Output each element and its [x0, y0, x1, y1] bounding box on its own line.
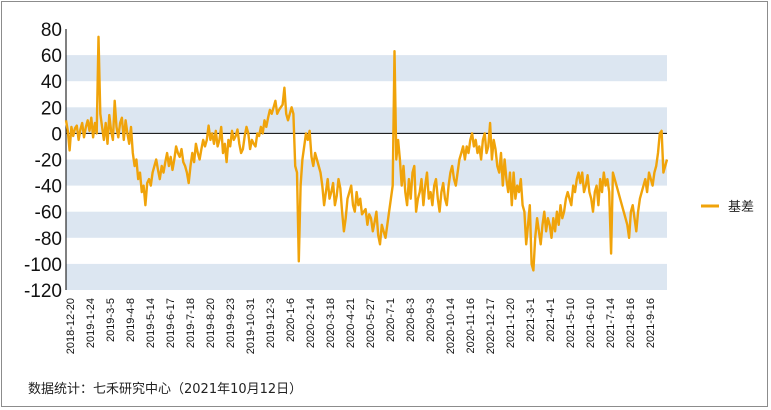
y-tick-label: -40 [35, 177, 62, 198]
x-tick-label: 2019-10-31 [245, 298, 257, 354]
x-tick-label: 2021-5-10 [565, 298, 577, 348]
x-tick-label: 2020-3-18 [325, 298, 337, 348]
y-tick-label: -20 [35, 151, 62, 172]
x-tick-label: 2020-1-6 [285, 298, 297, 342]
x-tick-label: 2020-8-3 [405, 298, 417, 342]
x-tick-label: 2019-9-23 [225, 298, 237, 348]
y-tick-label: -120 [24, 281, 62, 302]
x-tick-label: 2019-7-18 [185, 298, 197, 348]
source-note: 数据统计：七禾研究中心（2021年10月12日） [28, 382, 303, 397]
x-tick-label: 2021-4-1 [545, 298, 557, 342]
x-tick-label: 2019-4-8 [125, 298, 137, 342]
x-tick-label: 2019-5-14 [145, 298, 157, 348]
x-tick-label: 2020-4-21 [345, 298, 357, 348]
y-tick-label: 80 [41, 20, 62, 41]
x-tick-label: 2021-1-20 [505, 298, 517, 348]
grid-band [66, 263, 667, 290]
y-tick-label: -80 [35, 229, 62, 250]
x-tick-label: 2021-8-16 [625, 298, 637, 348]
grid-band [66, 107, 667, 134]
y-tick-label: 0 [51, 124, 62, 145]
x-tick-label: 2020-10-14 [445, 298, 457, 354]
x-tick-label: 2019-8-20 [205, 298, 217, 348]
grid-band [66, 55, 667, 82]
x-tick-label: 2019-1-24 [85, 298, 97, 348]
x-tick-label: 2021-3-1 [525, 298, 537, 342]
x-tick-label: 2020-5-27 [365, 298, 377, 348]
x-tick-label: 2020-11-16 [465, 298, 477, 353]
y-tick-label: 20 [41, 98, 62, 119]
series-line-basis [64, 35, 669, 272]
x-tick-label: 2021-9-16 [645, 298, 657, 348]
x-tick-label: 2020-12-17 [485, 298, 497, 354]
x-tick-label: 2019-3-5 [105, 298, 117, 342]
y-tick-label: 60 [41, 46, 62, 67]
x-tick-label: 2020-2-14 [305, 298, 317, 348]
x-tick-label: 2020-9-3 [425, 298, 437, 342]
x-tick-label: 2021-7-14 [605, 298, 617, 348]
y-tick-label: -60 [35, 203, 62, 224]
legend-label: 基差 [728, 200, 754, 215]
x-tick-label: 2021-6-10 [585, 298, 597, 348]
x-tick-label: 2019-12-3 [265, 298, 277, 348]
x-tick-label: 2020-7-1 [385, 298, 397, 342]
y-tick-label: -100 [24, 255, 62, 276]
x-tick-label: 2018-12-20 [65, 298, 77, 354]
y-tick-label: 40 [41, 72, 62, 93]
x-tick-label: 2019-6-17 [165, 298, 177, 348]
